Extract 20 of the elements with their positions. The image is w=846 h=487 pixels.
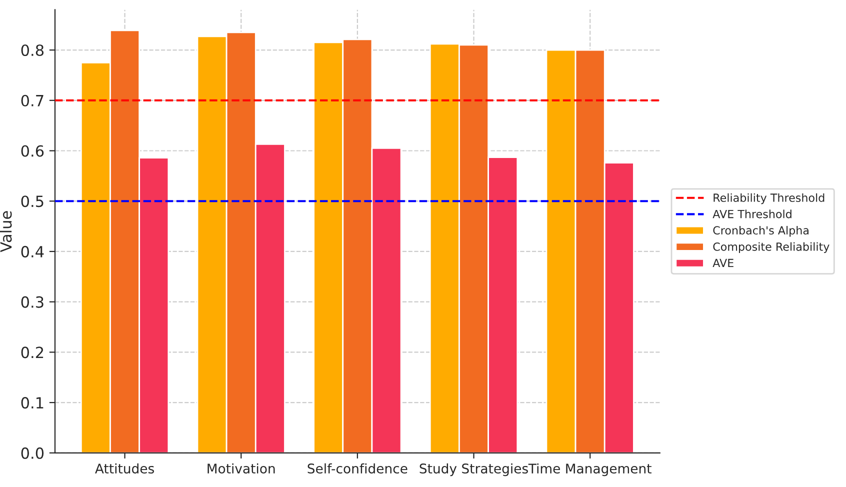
legend-label: Cronbach's Alpha [713, 226, 808, 237]
y-tick-label: 0.7 [21, 94, 44, 106]
x-tick-label: Time Management [528, 463, 652, 476]
x-tick-label: Study Strategies [420, 463, 528, 476]
legend-label: Reliability Threshold [714, 193, 824, 204]
y-axis-title: Value [0, 211, 12, 252]
y-tick-label: 0.5 [21, 196, 44, 208]
x-tick-label: Self-confidence [308, 463, 408, 474]
y-tick-label: 0.8 [21, 44, 44, 56]
legend-label: Composite Reliability [713, 242, 830, 254]
x-tick-label: Attitudes [95, 463, 154, 474]
y-tick-label: 0.3 [21, 296, 44, 308]
y-tick-label: 0.1 [21, 397, 44, 409]
y-tick-label: 0.0 [21, 447, 44, 459]
legend-label: AVE Threshold [712, 210, 792, 218]
y-tick-label: 0.2 [21, 346, 44, 358]
legend-label: AVE [712, 258, 734, 268]
y-tick-label: 0.4 [21, 246, 44, 258]
x-tick-label: Motivation [208, 463, 275, 474]
y-tick-label: 0.6 [21, 145, 44, 157]
